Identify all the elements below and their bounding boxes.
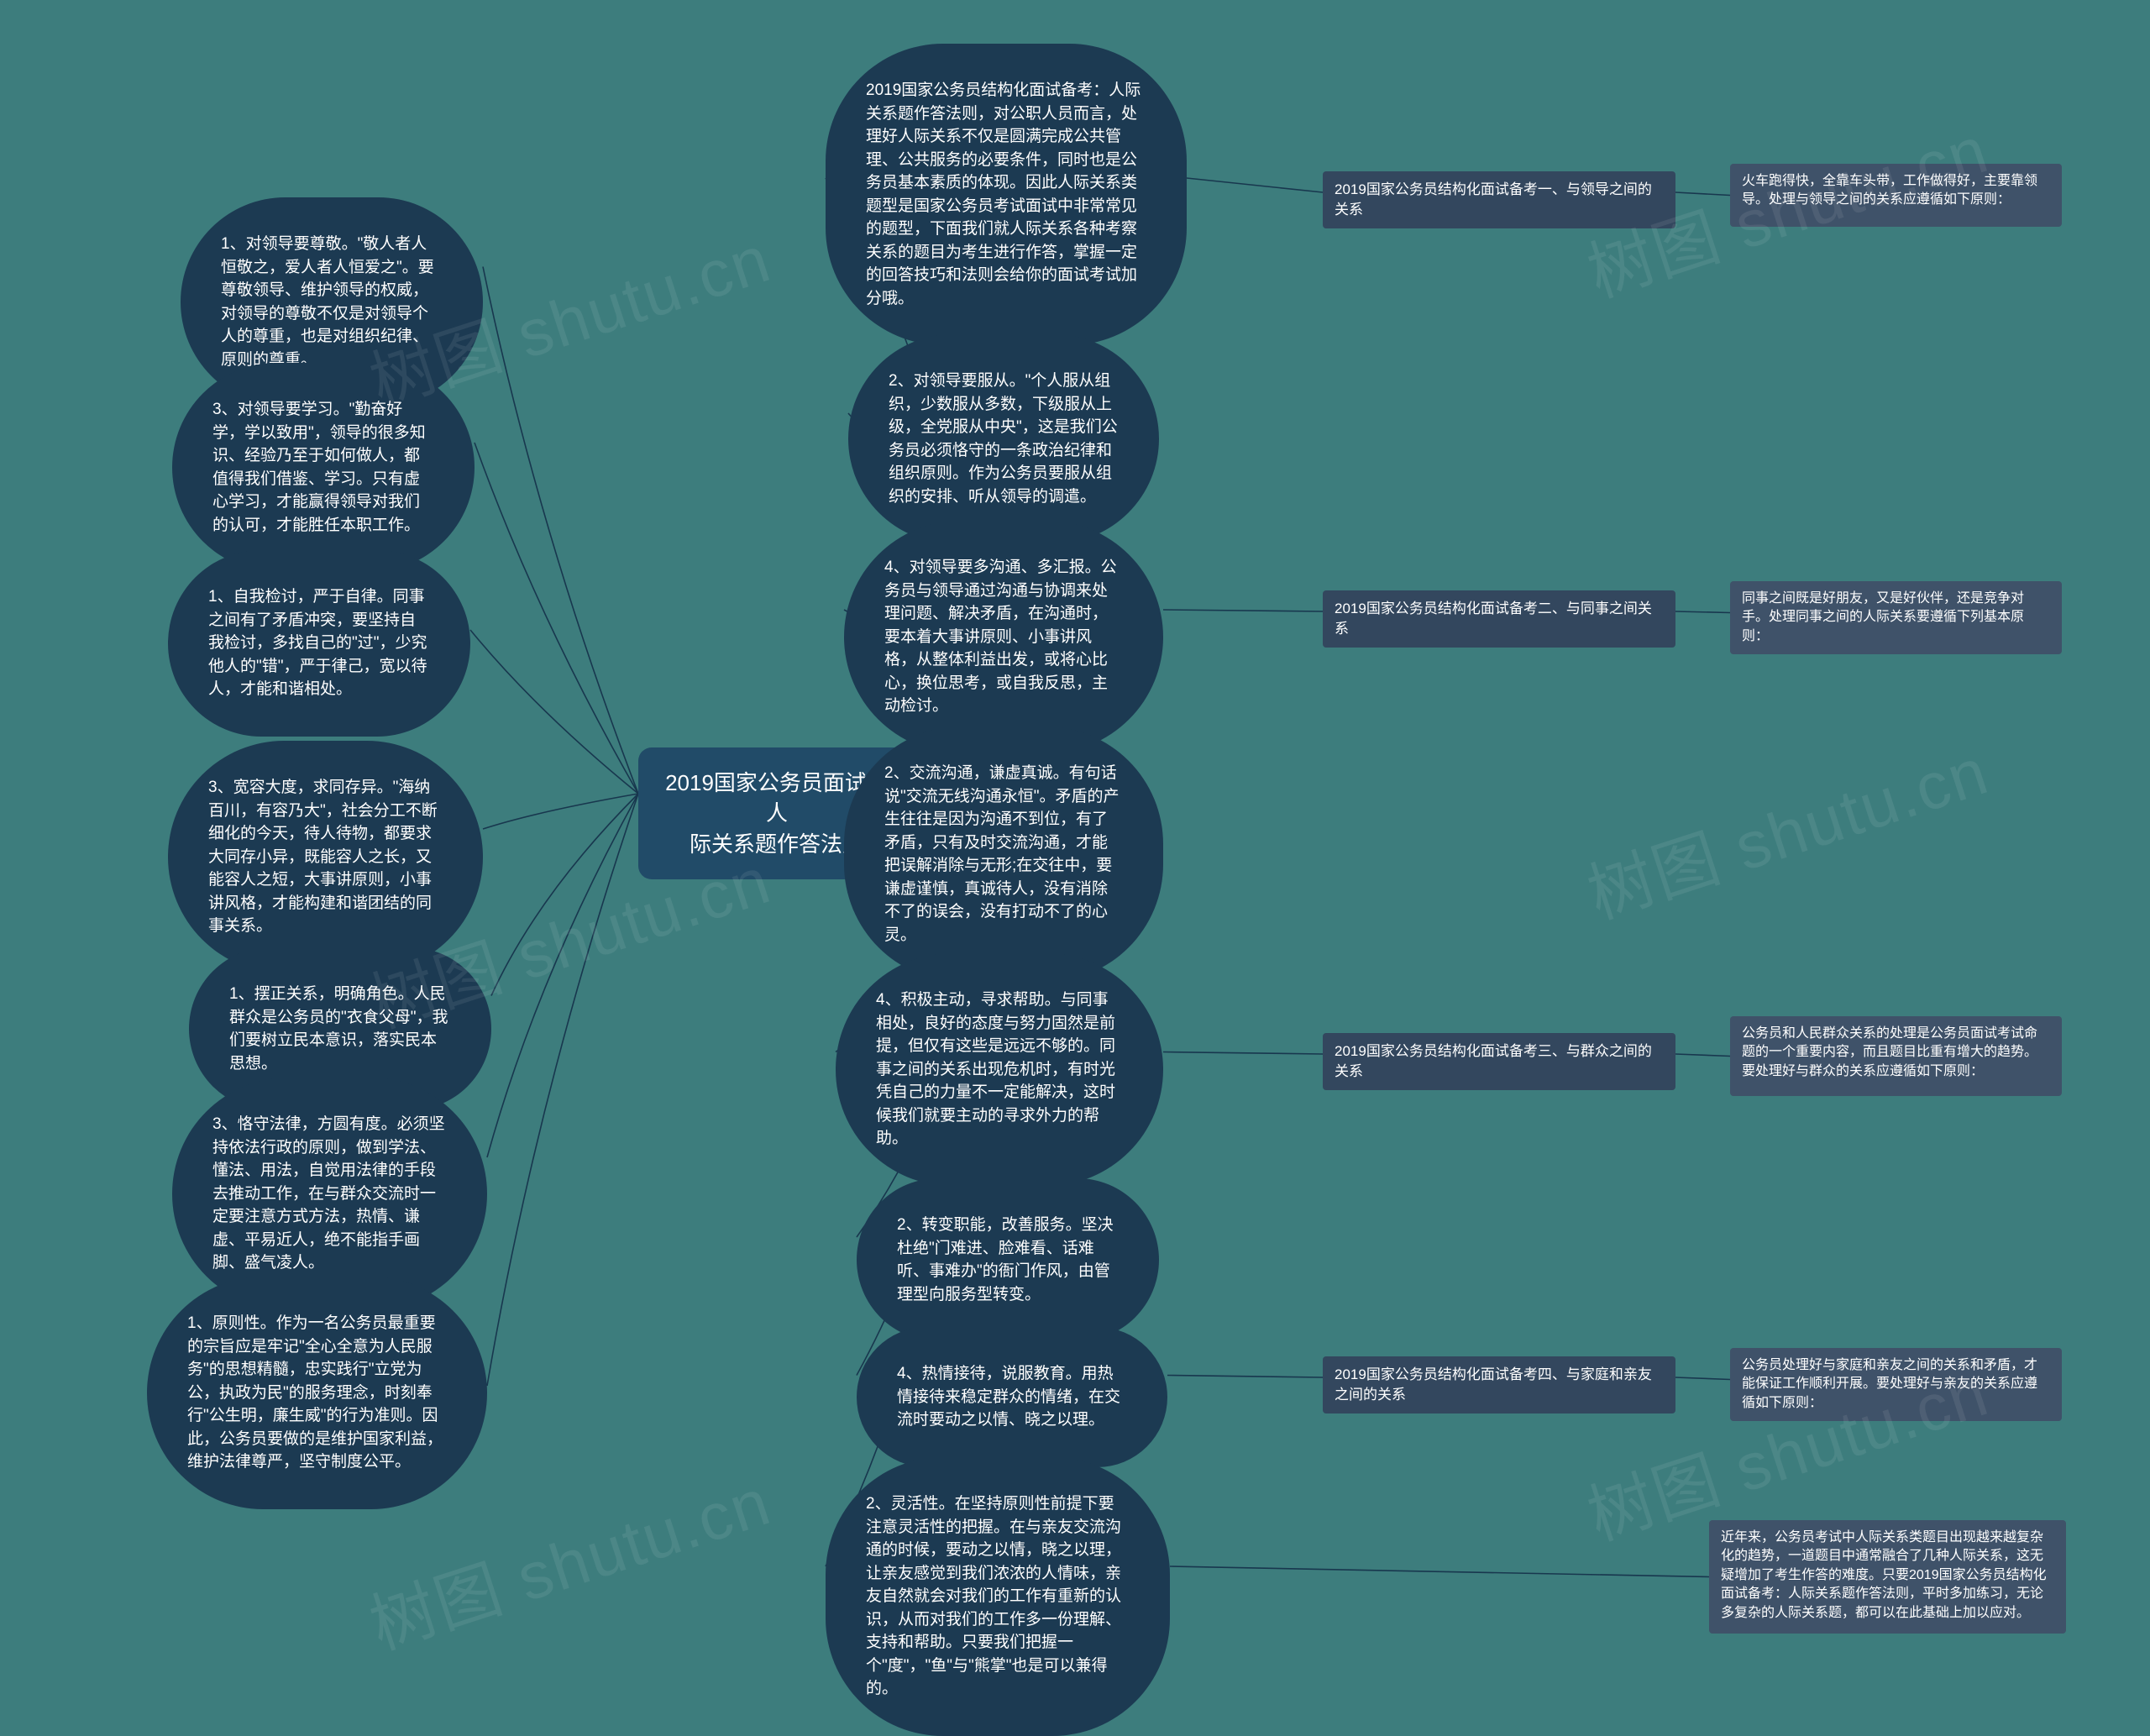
left-branch-7[interactable]: 1、原则性。作为一名公务员最重要的宗旨应是牢记"全心全意为人民服务"的思想精髓，… bbox=[147, 1277, 487, 1509]
right-branch-4[interactable]: 2、交流沟通，谦虚真诚。有句话说"交流无线沟通永恒"。矛盾的产生往往是因为沟通不… bbox=[844, 726, 1163, 982]
right-branch-5-mid[interactable]: 2019国家公务员结构化面试备考三、与群众之间的关系 bbox=[1323, 1033, 1675, 1090]
right-branch-5-small[interactable]: 公务员和人民群众关系的处理是公务员面试考试命题的一个重要内容，而且题目比重有增大… bbox=[1730, 1016, 2062, 1096]
right-branch-3-mid[interactable]: 2019国家公务员结构化面试备考二、与同事之间关系 bbox=[1323, 590, 1675, 648]
right-branch-3-small[interactable]: 同事之间既是好朋友，又是好伙伴，还是竞争对手。处理同事之间的人际关系要遵循下列基… bbox=[1730, 581, 2062, 654]
right-branch-2[interactable]: 2、对领导要服从。"个人服从组织，少数服从多数，下级服从上级，全党服从中央"，这… bbox=[848, 334, 1159, 543]
right-branch-3[interactable]: 4、对领导要多沟通、多汇报。公务员与领导通过沟通与协调来处理问题、解决矛盾，在沟… bbox=[844, 521, 1163, 753]
right-branch-8[interactable]: 2、灵活性。在坚持原则性前提下要注意灵活性的把握。在与亲友交流沟通的时候，要动之… bbox=[826, 1457, 1170, 1736]
right-branch-5[interactable]: 4、积极主动，寻求帮助。与同事相处，良好的态度与努力固然是前提，但仅有这些是远远… bbox=[836, 953, 1163, 1186]
left-branch-4[interactable]: 3、宽容大度，求同存异。"海纳百川，有容乃大"，社会分工不断细化的今天，待人待物… bbox=[168, 741, 483, 973]
right-branch-1[interactable]: 2019国家公务员结构化面试备考：人际关系题作答法则，对公职人员而言，处理好人际… bbox=[826, 44, 1187, 345]
right-branch-1-small[interactable]: 火车跑得快，全靠车头带，工作做得好，主要靠领导。处理与领导之间的关系应遵循如下原… bbox=[1730, 164, 2062, 227]
right-branch-7-mid[interactable]: 2019国家公务员结构化面试备考四、与家庭和亲友之间的关系 bbox=[1323, 1356, 1675, 1413]
left-branch-6[interactable]: 3、恪守法律，方圆有度。必须坚持依法行政的原则，做到学法、懂法、用法，自觉用法律… bbox=[172, 1078, 487, 1310]
left-branch-2[interactable]: 3、对领导要学习。"勤奋好学，学以致用"，领导的很多知识、经验乃至于如何做人，都… bbox=[172, 363, 475, 572]
right-branch-1-mid[interactable]: 2019国家公务员结构化面试备考一、与领导之间的关系 bbox=[1323, 171, 1675, 228]
right-branch-6[interactable]: 2、转变职能，改善服务。坚决杜绝"门难进、脸难看、话难听、事难办"的衙门作风，由… bbox=[857, 1178, 1159, 1341]
nodes-layer: 2019国家公务员面试：人 际关系题作答法则1、对领导要尊敬。"敬人者人恒敬之，… bbox=[0, 0, 2150, 1682]
right-branch-7[interactable]: 4、热情接待，说服教育。用热情接待来稳定群众的情绪，在交流时要动之以情、晓之以理… bbox=[857, 1327, 1167, 1467]
right-branch-7-small[interactable]: 公务员处理好与家庭和亲友之间的关系和矛盾，才能保证工作顺利开展。要处理好与亲友的… bbox=[1730, 1348, 2062, 1421]
right-branch-8-small[interactable]: 近年来，公务员考试中人际关系类题目出现越来越复杂化的趋势，一道题目中通常融合了几… bbox=[1709, 1520, 2066, 1634]
left-branch-3[interactable]: 1、自我检讨，严于自律。同事之间有了矛盾冲突，要坚持自我检讨，多找自己的"过"，… bbox=[168, 550, 470, 737]
